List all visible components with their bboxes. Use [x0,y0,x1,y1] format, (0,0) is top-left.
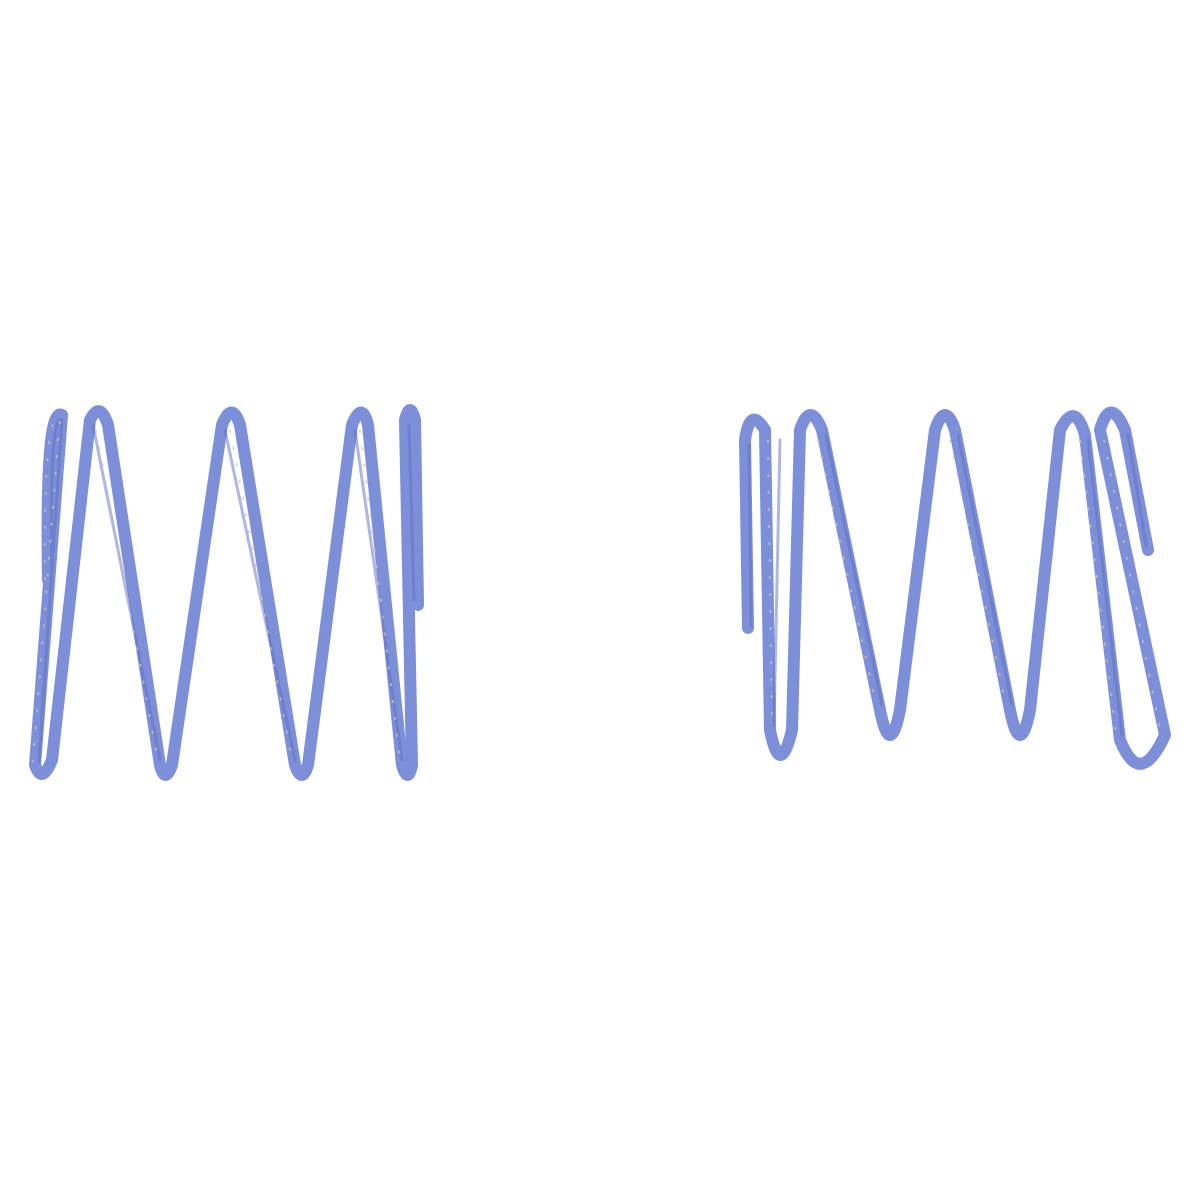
left-spring [29,404,424,781]
right-spring-wire [739,406,1171,770]
right-spring [739,406,1171,770]
left-spring-shade [37,417,416,764]
left-spring-wire [29,404,424,781]
right-spring-shade [747,433,1148,737]
